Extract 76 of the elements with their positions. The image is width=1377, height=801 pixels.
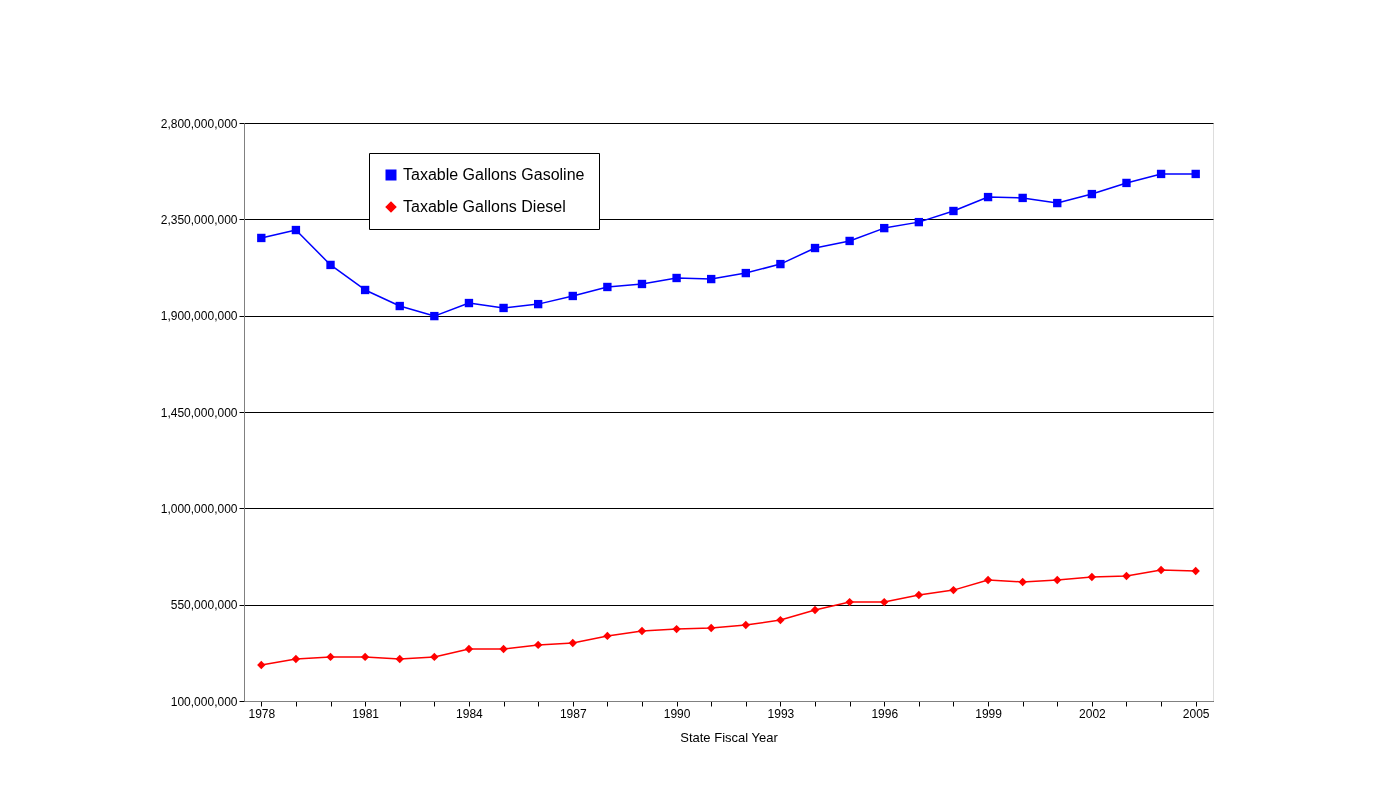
point [464, 298, 474, 308]
x-tick-label: 1990 [663, 706, 691, 721]
point [291, 654, 301, 664]
point [845, 236, 854, 246]
point [1191, 566, 1200, 576]
point [776, 615, 785, 625]
point [776, 259, 785, 269]
point [637, 626, 647, 636]
point [949, 206, 958, 216]
point [1156, 169, 1166, 179]
point [1122, 571, 1131, 581]
point [533, 640, 543, 650]
point [603, 282, 612, 292]
y-tick-label: 1,000,000,000 [160, 501, 238, 516]
point [395, 301, 404, 311]
point [430, 311, 439, 321]
point [499, 644, 508, 654]
point [326, 652, 335, 662]
point [360, 652, 370, 662]
x-tick-label: 1999 [975, 706, 1003, 721]
point [845, 597, 854, 607]
point [914, 217, 924, 227]
y-tick-label: 1,900,000,000 [160, 309, 238, 324]
x-tick-label: 2005 [1182, 706, 1210, 721]
point [291, 225, 301, 235]
point [430, 652, 439, 662]
point [1018, 193, 1027, 203]
point [1191, 169, 1200, 179]
point [533, 299, 543, 309]
point [880, 597, 889, 607]
point [568, 291, 577, 301]
point [603, 631, 612, 641]
x-tick-label: 1996 [871, 706, 899, 721]
x-tick-label: 1981 [352, 706, 380, 721]
legend-label: Taxable Gallons Diesel [403, 198, 566, 215]
point [672, 624, 681, 634]
point [741, 620, 750, 630]
point [1053, 198, 1062, 208]
point [637, 279, 647, 289]
point [257, 233, 266, 243]
point [1156, 565, 1166, 575]
point [741, 268, 750, 278]
x-tick-label: 1984 [456, 706, 484, 721]
x-tick-label: 1993 [767, 706, 795, 721]
x-axis-title: State Fiscal Year [680, 729, 779, 745]
point [395, 654, 404, 664]
point [810, 605, 820, 615]
point [1053, 575, 1062, 585]
point [672, 273, 681, 283]
point [707, 623, 716, 633]
point [464, 644, 474, 654]
point [326, 260, 335, 270]
y-tick-label: 100,000,000 [170, 694, 238, 709]
point [360, 285, 370, 295]
y-tick-label: 1,450,000,000 [160, 405, 238, 420]
point [1087, 572, 1097, 582]
point [1122, 178, 1131, 188]
legend-label: Taxable Gallons Gasoline [403, 166, 585, 183]
point [499, 303, 508, 313]
point [983, 192, 993, 202]
y-tick-label: 2,800,000,000 [160, 116, 238, 131]
x-tick-label: 1987 [559, 706, 587, 721]
x-tick-label: 1978 [248, 706, 276, 721]
point [983, 575, 993, 585]
point [1018, 577, 1027, 587]
y-tick-label: 550,000,000 [170, 598, 238, 613]
x-tick-label: 2002 [1079, 706, 1107, 721]
point [1087, 189, 1097, 199]
point [949, 585, 958, 595]
point [880, 223, 889, 233]
y-tick-label: 2,350,000,000 [160, 212, 238, 227]
point [810, 243, 820, 253]
point [257, 660, 266, 670]
point [707, 274, 716, 284]
point [914, 590, 924, 600]
point [568, 638, 577, 648]
